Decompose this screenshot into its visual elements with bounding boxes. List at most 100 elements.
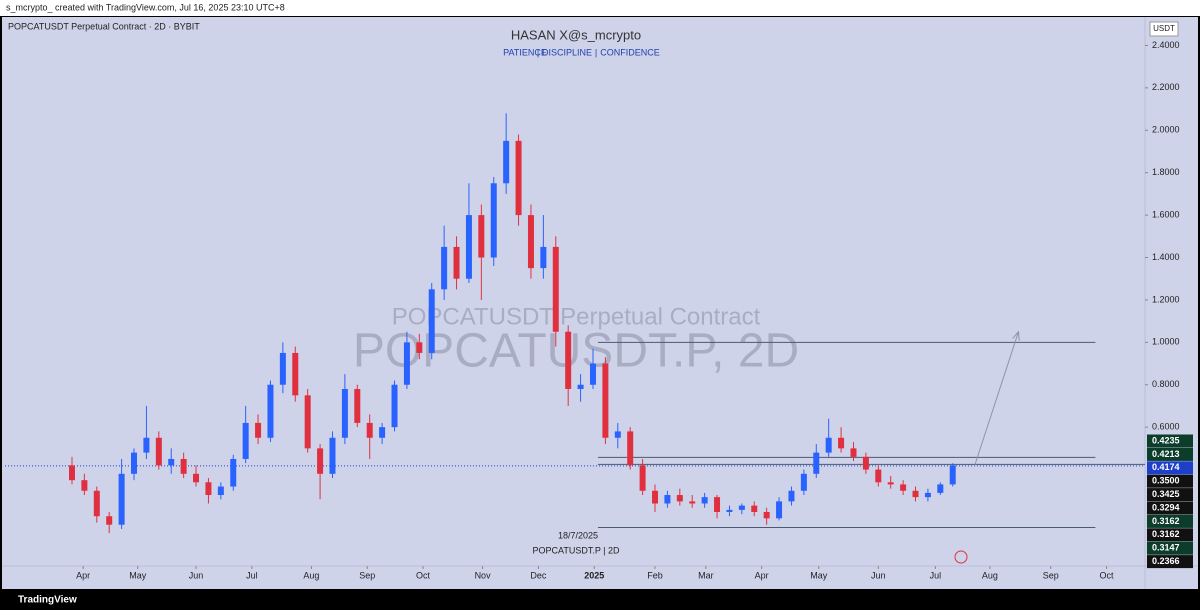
separator: |: [595, 47, 597, 57]
y-tick-label: 1.6000: [1152, 209, 1180, 219]
y-tick-label: 0.6000: [1152, 422, 1180, 432]
x-tick-label: Aug: [982, 570, 998, 580]
candle-body: [850, 448, 857, 457]
x-tick-label: Apr: [755, 570, 769, 580]
candle-body: [416, 342, 423, 353]
price-label-box: [1147, 488, 1193, 502]
price-label-box: [1147, 514, 1193, 528]
candle-body: [664, 495, 671, 504]
price-label-box: [1147, 461, 1193, 475]
top-bar: [0, 0, 1200, 16]
candle-body: [267, 384, 274, 438]
price-label: 0.3162: [1152, 516, 1180, 526]
alert-icon[interactable]: [954, 550, 968, 564]
candle-body: [68, 465, 75, 481]
y-tick-label: 2.4000: [1152, 40, 1180, 50]
symbol: POPCATUSDT Perpetual Contract · 2D · BYB…: [8, 21, 200, 31]
price-label-box: [1147, 555, 1193, 569]
candle-body: [118, 473, 125, 525]
subtitle: DISCIPLINE: [542, 47, 592, 57]
candle-body: [329, 437, 336, 474]
y-tick-label: 1.2000: [1152, 294, 1180, 304]
title: HASAN X@s_mcrypto: [511, 27, 641, 42]
candle-body: [478, 215, 485, 258]
candle-body: [131, 452, 138, 474]
x-tick-label: Jun: [189, 570, 204, 580]
candle-body: [106, 516, 113, 525]
price-label-box: [1147, 501, 1193, 515]
price-label: 0.3294: [1152, 502, 1180, 512]
y-tick-label: 1.4000: [1152, 252, 1180, 262]
candle-body: [937, 484, 944, 493]
x-tick-label: Apr: [76, 570, 90, 580]
candle-body: [217, 486, 224, 496]
candle-body: [912, 490, 919, 498]
candle-body: [689, 501, 696, 504]
x-tick-label: Jul: [246, 570, 258, 580]
candle-body: [453, 246, 460, 279]
currency-box[interactable]: [1149, 21, 1179, 37]
price-label: 0.4235: [1152, 435, 1180, 445]
credit: s_mcrypto_ created with TradingView.com,…: [6, 2, 285, 12]
y-tick-label: 2.2000: [1152, 82, 1180, 92]
price-label: 0.3162: [1152, 529, 1180, 539]
candle-body: [93, 490, 100, 517]
footer-logo: TradingView: [18, 595, 77, 606]
candle-body: [515, 140, 522, 216]
x-tick-label: May: [129, 570, 147, 580]
arrow-head: [1012, 330, 1020, 341]
price-label: 0.3425: [1152, 489, 1180, 499]
date-label: 18/7/2025: [558, 530, 598, 540]
x-tick-label: Jun: [871, 570, 886, 580]
x-tick-label: May: [810, 570, 828, 580]
candle-body: [428, 289, 435, 353]
candle-body: [205, 482, 212, 496]
candle-body: [589, 363, 596, 385]
x-tick-label: Sep: [1043, 570, 1059, 580]
candle-body: [379, 427, 386, 438]
x-tick-label: Feb: [647, 570, 663, 580]
y-tick-label: 1.0000: [1152, 337, 1180, 347]
subtitle: CONFIDENCE: [600, 47, 660, 57]
candle-body: [825, 437, 832, 453]
price-label-box: [1147, 528, 1193, 542]
x-tick-label: 2025: [584, 570, 604, 580]
candle-body: [490, 183, 497, 258]
candle-body: [862, 456, 869, 470]
candle-body: [763, 511, 770, 519]
candle-body: [292, 352, 299, 396]
y-tick-label: 0.8000: [1152, 379, 1180, 389]
x-tick-label: Nov: [475, 570, 492, 580]
x-tick-label: Dec: [530, 570, 547, 580]
candle-body: [230, 458, 237, 487]
symbol-label: POPCATUSDT.P | 2D: [532, 545, 620, 555]
watermark: POPCATUSDT Perpetual Contract: [392, 303, 761, 330]
candle-body: [193, 473, 200, 483]
candle-body: [676, 495, 683, 502]
price-label: 0.2366: [1152, 556, 1180, 566]
candle-body: [304, 395, 311, 449]
x-tick-label: Mar: [698, 570, 714, 580]
price-label: 0.4213: [1152, 449, 1180, 459]
candle-body: [751, 505, 758, 512]
candle-body: [341, 388, 348, 438]
watermark: POPCATUSDT.P, 2D: [353, 325, 799, 378]
y-tick-label: 1.8000: [1152, 167, 1180, 177]
candle-body: [81, 480, 88, 491]
price-label-box: [1147, 541, 1193, 555]
candle-body: [255, 422, 262, 438]
candle-body: [143, 437, 150, 453]
candle-body: [627, 431, 634, 466]
price-label: 0.4174: [1152, 462, 1180, 472]
separator: |: [537, 47, 539, 57]
candle-body: [403, 342, 410, 385]
candle-body: [552, 246, 559, 332]
candle-body: [155, 437, 162, 466]
candle-body: [180, 458, 187, 474]
candle-body: [391, 384, 398, 428]
price-label-box: [1147, 474, 1193, 488]
candle-body: [354, 388, 361, 423]
candle-body: [168, 458, 175, 466]
candle-body: [441, 246, 448, 290]
